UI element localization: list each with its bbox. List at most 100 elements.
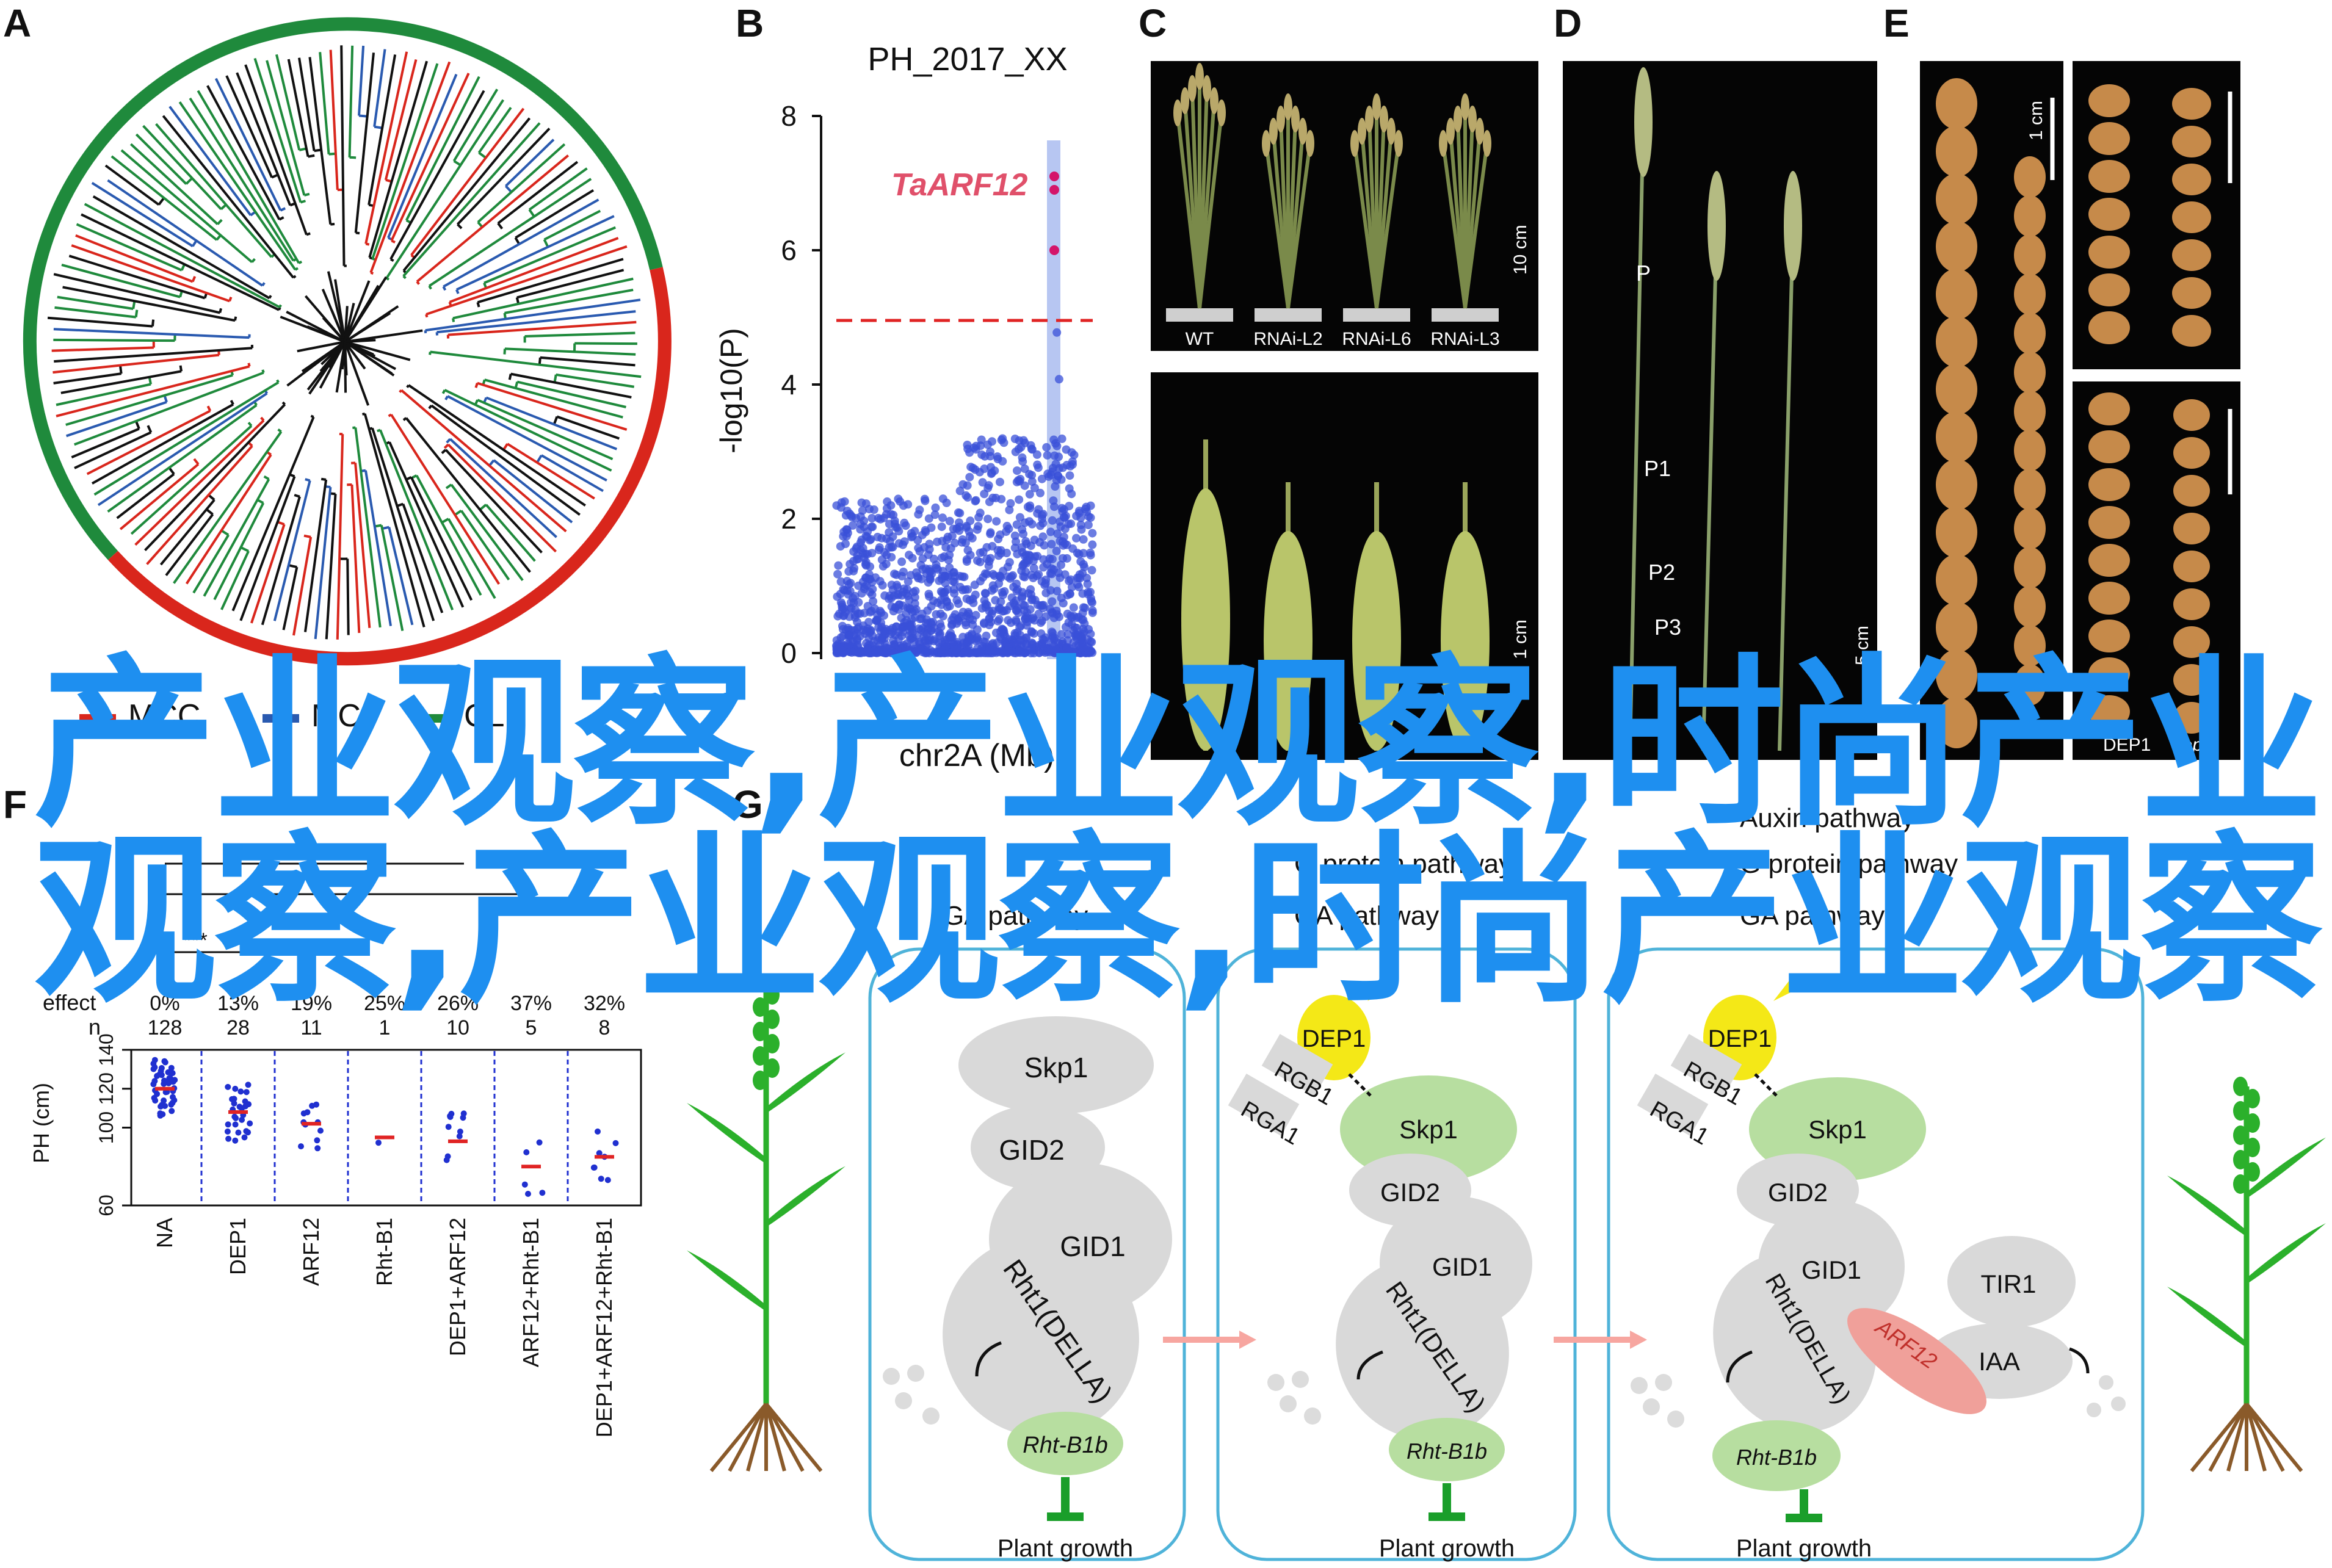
gwas-point	[987, 586, 996, 595]
effect-value: 13%	[217, 992, 259, 1015]
gwas-point	[1065, 576, 1074, 585]
panel-a: A MCC MC CL	[3, 1, 672, 734]
panel-e: E 1 cm DEP1 dep1	[1883, 1, 2240, 760]
tree-branch	[341, 341, 346, 370]
y-tick-label: 60	[95, 1194, 117, 1216]
tree-arc	[370, 271, 374, 275]
gwas-point	[1079, 549, 1088, 558]
gwas-point	[1029, 613, 1038, 623]
gwas-point	[899, 540, 907, 549]
gwas-point	[987, 468, 996, 477]
gwas-point	[921, 496, 930, 505]
tree-arc	[234, 316, 237, 321]
tree-branch	[344, 341, 395, 377]
grain	[1936, 459, 1977, 510]
gwas-point	[1070, 612, 1079, 621]
gwas-point	[911, 587, 920, 596]
grain-label-dep1: DEP1	[2103, 735, 2151, 755]
grain	[2173, 626, 2210, 658]
gwas-point	[1050, 451, 1059, 460]
plant-grain	[2245, 1138, 2260, 1157]
gwas-point	[1065, 589, 1074, 598]
y-tick-label: 4	[781, 369, 797, 400]
tree-branch	[390, 414, 501, 585]
height-point	[166, 1075, 173, 1082]
tree-arc	[314, 148, 321, 153]
height-point	[169, 1070, 176, 1077]
head	[1262, 130, 1270, 157]
tree-arc	[536, 455, 543, 463]
grain	[2014, 430, 2046, 471]
label-gid2: GID2	[999, 1134, 1064, 1166]
y-tick-label: 140	[95, 1033, 117, 1066]
pathway-title-1: GA pathway	[943, 901, 1088, 931]
gwas-point	[972, 525, 982, 534]
tree-arc	[277, 428, 282, 433]
gwas-point	[879, 513, 888, 522]
plant-leaf	[2167, 1176, 2247, 1237]
stem	[1286, 143, 1312, 309]
height-point	[457, 1129, 463, 1135]
tree-arc	[416, 281, 421, 285]
head	[1365, 106, 1374, 132]
gwas-point	[1077, 615, 1087, 624]
y-tick-label: 6	[781, 234, 797, 266]
gwas-point	[901, 521, 910, 530]
grain	[2173, 475, 2210, 507]
gwas-point	[936, 596, 946, 605]
gwas-point	[1030, 535, 1039, 544]
grain	[2014, 273, 2046, 315]
gwas-point	[1036, 488, 1045, 497]
gwas-point	[1054, 464, 1063, 473]
tree-arc	[192, 240, 198, 247]
gwas-point	[899, 587, 908, 596]
n-value: 11	[300, 1016, 322, 1039]
grain	[1936, 554, 1977, 605]
head	[1269, 118, 1278, 145]
n-value: 8	[599, 1016, 610, 1039]
tree-branch	[444, 389, 612, 472]
y-tick-label: 8	[781, 100, 797, 132]
gwas-point	[1018, 562, 1027, 571]
grain	[2014, 469, 2046, 510]
grain	[2088, 236, 2130, 269]
tree-branch	[402, 122, 541, 277]
gwas-point	[1059, 541, 1068, 550]
grain	[2014, 391, 2046, 432]
gwas-point	[986, 452, 995, 461]
tree-branch	[388, 527, 414, 626]
gwas-point	[878, 562, 888, 571]
tree-arc	[445, 483, 452, 490]
gwas-point	[850, 610, 860, 620]
tree-branch	[380, 525, 404, 631]
gwas-point	[880, 548, 889, 557]
tree-branch	[162, 115, 295, 279]
tree-branch	[460, 510, 510, 580]
tree-arc	[219, 308, 223, 313]
tree-branch	[354, 463, 371, 629]
height-point	[375, 1140, 382, 1146]
gwas-point	[1082, 507, 1092, 516]
label-skp1-3: Skp1	[1808, 1115, 1867, 1144]
sig-stars: ***	[330, 871, 354, 894]
tree-arc	[508, 374, 512, 380]
tree-branch	[428, 178, 592, 287]
gwas-point	[1010, 435, 1019, 443]
height-point	[233, 1115, 239, 1121]
gwas-point	[914, 574, 923, 583]
height-point	[598, 1176, 604, 1182]
tree-branch	[76, 223, 183, 272]
tree-branch	[371, 63, 439, 259]
tree-arc	[193, 458, 200, 465]
tree-branch	[97, 392, 268, 507]
gwas-point	[994, 535, 1003, 544]
height-point	[236, 1104, 243, 1110]
n-value: 1	[379, 1016, 391, 1039]
scale-label-stems: 5 cm	[1852, 626, 1872, 665]
gwas-point	[1076, 513, 1085, 522]
grain	[1936, 697, 1977, 748]
height-point	[317, 1127, 324, 1134]
tree-branch	[373, 49, 386, 127]
tree-branch	[556, 415, 620, 440]
gwas-point	[1079, 535, 1088, 544]
